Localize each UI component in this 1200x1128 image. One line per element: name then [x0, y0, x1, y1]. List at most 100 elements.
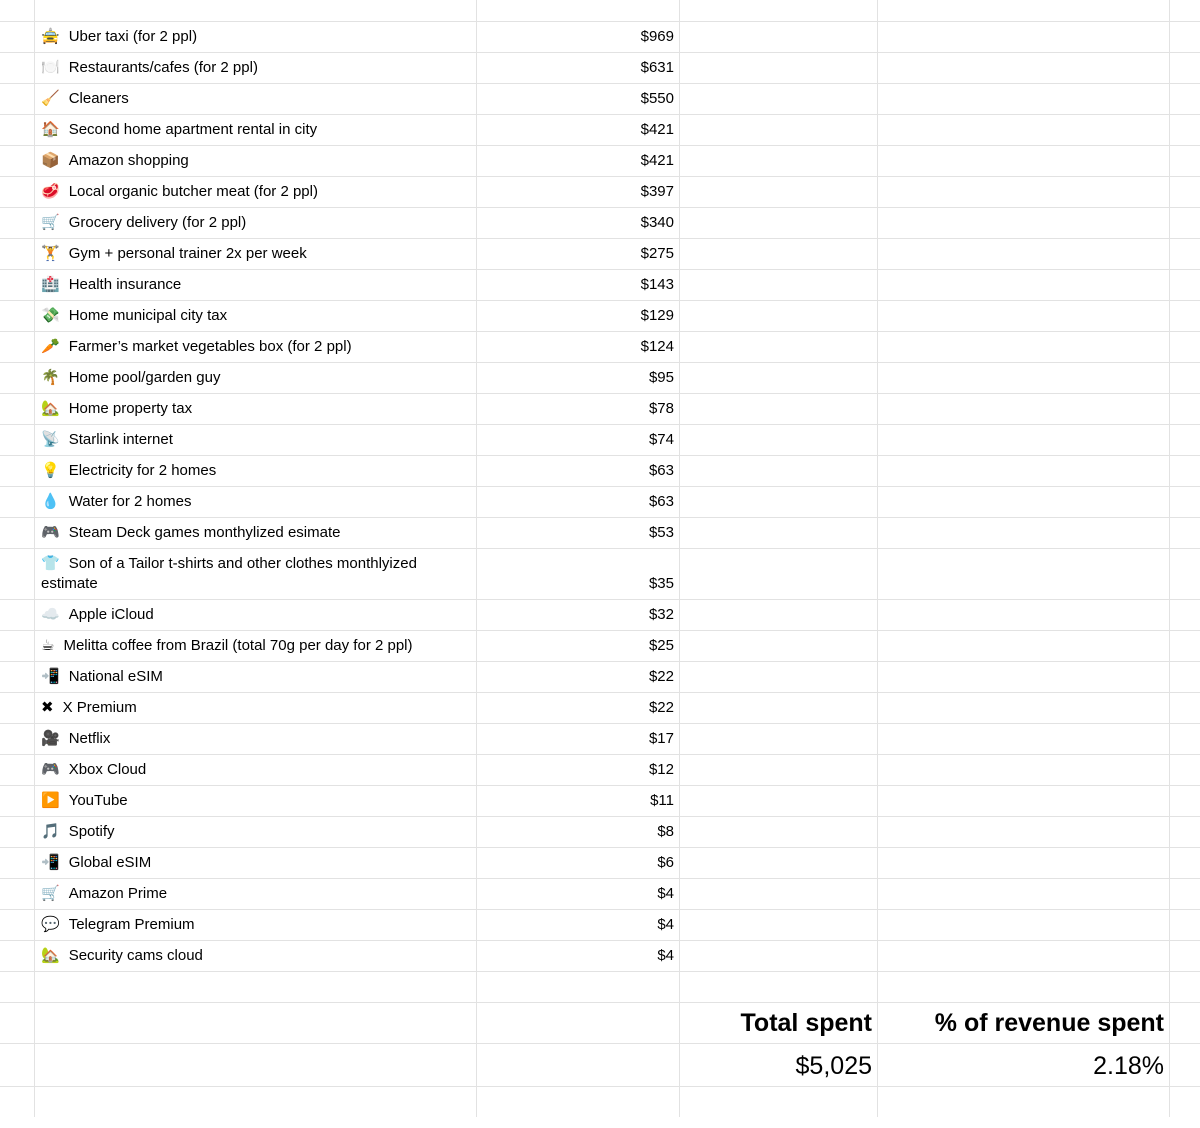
expense-amount-cell[interactable]: $397: [477, 177, 680, 207]
expense-label-cell[interactable]: 📲 National eSIM: [35, 662, 477, 692]
cell-empty[interactable]: [1170, 22, 1200, 52]
cell-empty[interactable]: [0, 786, 35, 816]
expense-amount-cell[interactable]: $969: [477, 22, 680, 52]
cell-empty[interactable]: [35, 1087, 477, 1117]
cell-empty[interactable]: [680, 662, 878, 692]
expense-amount-cell[interactable]: $32: [477, 600, 680, 630]
cell-empty[interactable]: [0, 724, 35, 754]
cell-empty[interactable]: [1170, 755, 1200, 785]
cell-empty[interactable]: [878, 270, 1170, 300]
cell-empty[interactable]: [878, 363, 1170, 393]
expense-label-cell[interactable]: ✖ X Premium: [35, 693, 477, 723]
cell-empty[interactable]: [680, 487, 878, 517]
cell-empty[interactable]: [878, 332, 1170, 362]
cell-empty[interactable]: [878, 879, 1170, 909]
expense-amount-cell[interactable]: $4: [477, 879, 680, 909]
cell-empty[interactable]: [0, 425, 35, 455]
cell-empty[interactable]: [477, 1003, 680, 1043]
cell-empty[interactable]: [0, 549, 35, 599]
cell-empty[interactable]: [1170, 208, 1200, 238]
expense-amount-cell[interactable]: $63: [477, 456, 680, 486]
cell-empty[interactable]: [878, 662, 1170, 692]
expense-amount-cell[interactable]: $4: [477, 941, 680, 971]
cell-empty[interactable]: [1170, 662, 1200, 692]
cell-empty[interactable]: [0, 600, 35, 630]
cell-empty[interactable]: [680, 848, 878, 878]
expense-amount-cell[interactable]: $11: [477, 786, 680, 816]
cell-empty[interactable]: [0, 941, 35, 971]
cell-empty[interactable]: [0, 693, 35, 723]
expense-amount-cell[interactable]: $35: [477, 549, 680, 599]
cell-empty[interactable]: [680, 425, 878, 455]
cell-empty[interactable]: [878, 631, 1170, 661]
cell-empty[interactable]: [0, 332, 35, 362]
expense-amount-cell[interactable]: $95: [477, 363, 680, 393]
cell-empty[interactable]: [878, 239, 1170, 269]
expense-label-cell[interactable]: 🏡 Security cams cloud: [35, 941, 477, 971]
cell-empty[interactable]: [680, 817, 878, 847]
cell-empty[interactable]: [878, 208, 1170, 238]
cell-empty[interactable]: [680, 972, 878, 1002]
expense-label-cell[interactable]: ☕ Melitta coffee from Brazil (total 70g p…: [35, 631, 477, 661]
cell-empty[interactable]: [1170, 600, 1200, 630]
cell-empty[interactable]: [0, 631, 35, 661]
cell-empty[interactable]: [878, 146, 1170, 176]
cell-empty[interactable]: [680, 0, 878, 21]
expense-amount-cell[interactable]: $275: [477, 239, 680, 269]
cell-empty[interactable]: [35, 972, 477, 1002]
cell-empty[interactable]: [0, 972, 35, 1002]
cell-empty[interactable]: [680, 941, 878, 971]
cell-empty[interactable]: [1170, 363, 1200, 393]
expense-amount-cell[interactable]: $4: [477, 910, 680, 940]
cell-empty[interactable]: [0, 22, 35, 52]
percent-revenue-label-cell[interactable]: % of revenue spent: [878, 1003, 1170, 1043]
cell-empty[interactable]: [1170, 724, 1200, 754]
cell-empty[interactable]: [878, 456, 1170, 486]
expense-amount-cell[interactable]: $124: [477, 332, 680, 362]
expense-label-cell[interactable]: 🎮 Xbox Cloud: [35, 755, 477, 785]
cell-empty[interactable]: [680, 518, 878, 548]
cell-empty[interactable]: [0, 1044, 35, 1086]
expense-label-cell[interactable]: 🥕 Farmer’s market vegetables box (for 2 p…: [35, 332, 477, 362]
cell-empty[interactable]: [680, 910, 878, 940]
cell-empty[interactable]: [477, 972, 680, 1002]
cell-empty[interactable]: [878, 848, 1170, 878]
cell-empty[interactable]: [680, 53, 878, 83]
cell-empty[interactable]: [1170, 456, 1200, 486]
cell-empty[interactable]: [878, 301, 1170, 331]
cell-empty[interactable]: [0, 1087, 35, 1117]
cell-empty[interactable]: [878, 394, 1170, 424]
cell-empty[interactable]: [0, 270, 35, 300]
expense-amount-cell[interactable]: $63: [477, 487, 680, 517]
cell-empty[interactable]: [1170, 1044, 1200, 1086]
cell-empty[interactable]: [1170, 518, 1200, 548]
cell-empty[interactable]: [0, 910, 35, 940]
cell-empty[interactable]: [35, 1003, 477, 1043]
cell-empty[interactable]: [680, 456, 878, 486]
cell-empty[interactable]: [1170, 270, 1200, 300]
expense-label-cell[interactable]: 💡 Electricity for 2 homes: [35, 456, 477, 486]
cell-empty[interactable]: [0, 84, 35, 114]
cell-empty[interactable]: [0, 177, 35, 207]
cell-empty[interactable]: [0, 394, 35, 424]
cell-empty[interactable]: [35, 0, 477, 21]
cell-empty[interactable]: [1170, 910, 1200, 940]
cell-empty[interactable]: [878, 600, 1170, 630]
cell-empty[interactable]: [680, 239, 878, 269]
cell-empty[interactable]: [1170, 146, 1200, 176]
cell-empty[interactable]: [1170, 394, 1200, 424]
cell-empty[interactable]: [878, 972, 1170, 1002]
cell-empty[interactable]: [680, 755, 878, 785]
cell-empty[interactable]: [878, 487, 1170, 517]
cell-empty[interactable]: [878, 693, 1170, 723]
cell-empty[interactable]: [1170, 941, 1200, 971]
cell-empty[interactable]: [878, 53, 1170, 83]
expense-label-cell[interactable]: 🚖 Uber taxi (for 2 ppl): [35, 22, 477, 52]
expense-label-cell[interactable]: 🏡 Home property tax: [35, 394, 477, 424]
expense-amount-cell[interactable]: $421: [477, 146, 680, 176]
expense-amount-cell[interactable]: $6: [477, 848, 680, 878]
cell-empty[interactable]: [1170, 786, 1200, 816]
cell-empty[interactable]: [878, 0, 1170, 21]
cell-empty[interactable]: [680, 115, 878, 145]
cell-empty[interactable]: [1170, 301, 1200, 331]
